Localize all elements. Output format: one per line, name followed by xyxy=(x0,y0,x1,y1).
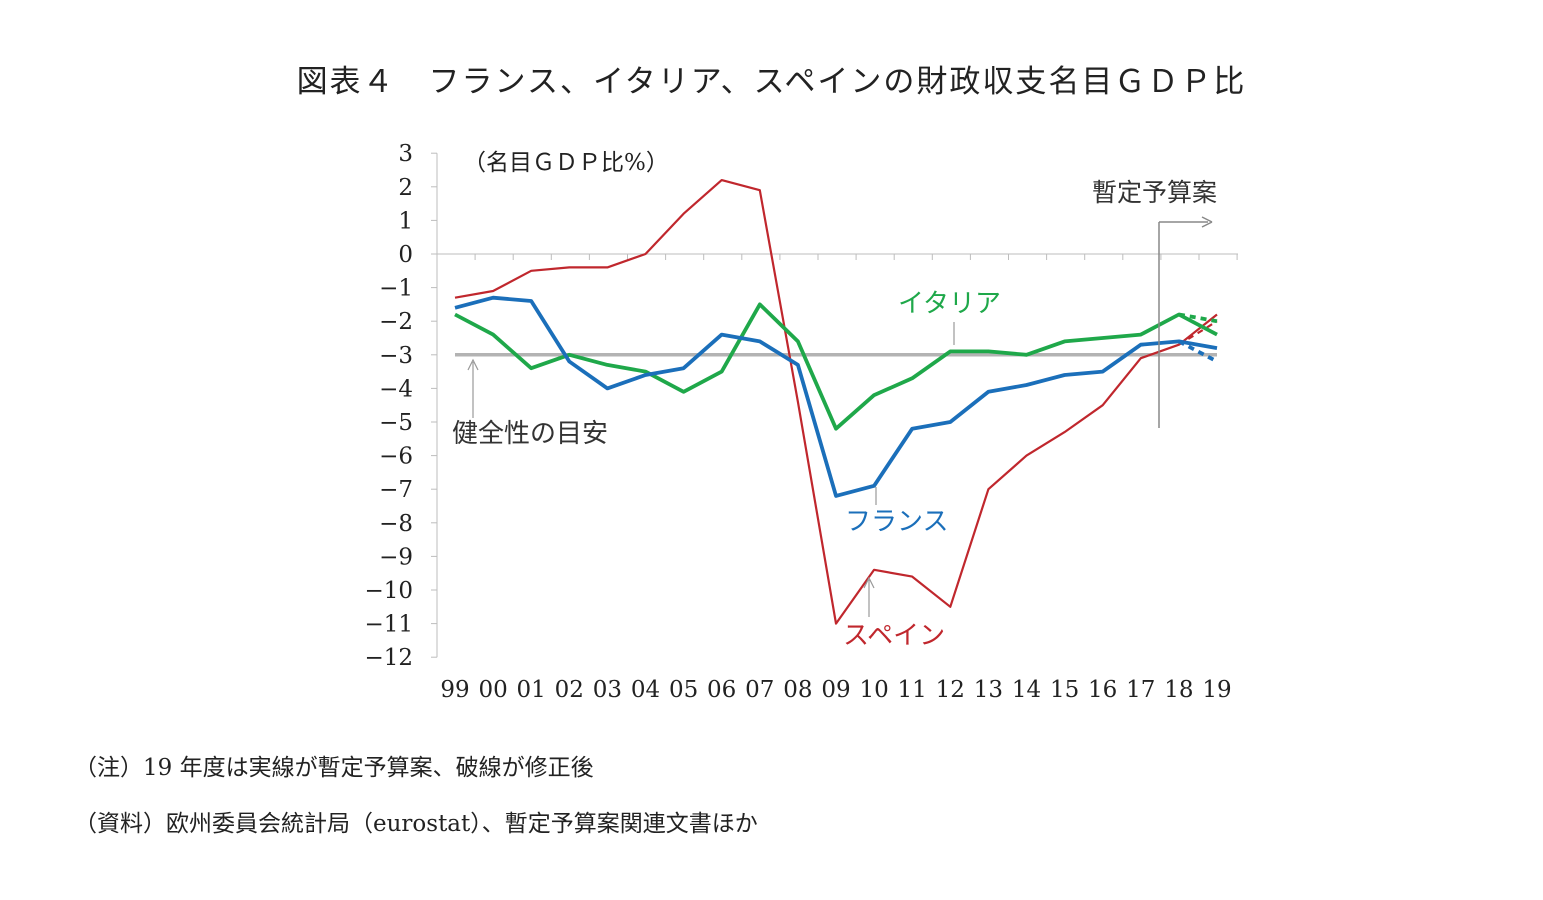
chart-title: 図表４ フランス、イタリア、スペインの財政収支名目ＧＤＰ比 xyxy=(296,64,1247,100)
x-tick-label: 10 xyxy=(859,677,888,703)
x-tick-label: 12 xyxy=(936,677,965,703)
y-tick-label: −8 xyxy=(379,511,413,537)
y-tick-label: −1 xyxy=(379,276,413,302)
y-tick-label: 2 xyxy=(398,175,413,201)
series-group xyxy=(454,179,1218,625)
spain-label: スペイン xyxy=(843,621,945,651)
x-tick-label: 04 xyxy=(631,677,660,703)
x-tick-label: 19 xyxy=(1202,677,1231,703)
x-tick-label: 02 xyxy=(555,677,584,703)
y-tick-label: −5 xyxy=(379,410,413,436)
x-tick-label: 08 xyxy=(783,677,812,703)
guide-pointer-head xyxy=(467,358,479,371)
source-text: （資料）欧州委員会統計局（eurostat）、暫定予算案関連文書ほか xyxy=(74,811,758,837)
series-line-spain xyxy=(454,179,1218,625)
y-tick-label: −11 xyxy=(364,612,413,638)
x-tick-label: 99 xyxy=(440,677,469,703)
italy-label: イタリア xyxy=(898,289,1001,319)
y-tick-label: 3 xyxy=(398,141,413,167)
provisional-arrow-head xyxy=(1201,216,1213,228)
series-line-france xyxy=(454,295,1218,498)
france-label: フランス xyxy=(845,507,948,537)
x-tick-label: 07 xyxy=(745,677,774,703)
y-tick-label: 0 xyxy=(398,242,413,268)
y-tick-label: −12 xyxy=(364,645,413,671)
y-tick-label: −6 xyxy=(379,444,413,470)
x-tick-label: 18 xyxy=(1164,677,1193,703)
y-tick-label: −9 xyxy=(379,544,413,570)
y-tick-label: 1 xyxy=(398,208,413,234)
y-tick-label: −4 xyxy=(379,376,413,402)
x-tick-label: 11 xyxy=(898,677,927,703)
x-tick-label: 01 xyxy=(517,677,546,703)
x-tick-label: 16 xyxy=(1088,677,1117,703)
x-tick-label: 13 xyxy=(974,677,1003,703)
y-axis-label: （名目ＧＤＰ比%） xyxy=(463,150,669,176)
series-line-italy xyxy=(454,302,1218,431)
y-tick-label: −7 xyxy=(379,477,413,503)
x-tick-label: 06 xyxy=(707,677,736,703)
x-tick-label: 05 xyxy=(669,677,698,703)
y-tick-label: −10 xyxy=(364,578,413,604)
x-tick-label: 09 xyxy=(821,677,850,703)
provisional-label: 暫定予算案 xyxy=(1092,178,1217,207)
y-tick-label: −3 xyxy=(379,343,413,369)
y-tick-label: −2 xyxy=(379,309,413,335)
spain-pointer-head xyxy=(863,576,875,589)
series-revised-line xyxy=(1178,339,1218,364)
series-revised-line xyxy=(1178,320,1218,346)
x-tick-label: 03 xyxy=(593,677,622,703)
x-tick-label: 00 xyxy=(478,677,507,703)
x-tick-label: 15 xyxy=(1050,677,1079,703)
guide-label: 健全性の目安 xyxy=(452,419,608,449)
x-tick-label: 14 xyxy=(1012,677,1041,703)
x-tick-label: 17 xyxy=(1126,677,1155,703)
note-text: （注）19 年度は実線が暫定予算案、破線が修正後 xyxy=(74,755,594,781)
